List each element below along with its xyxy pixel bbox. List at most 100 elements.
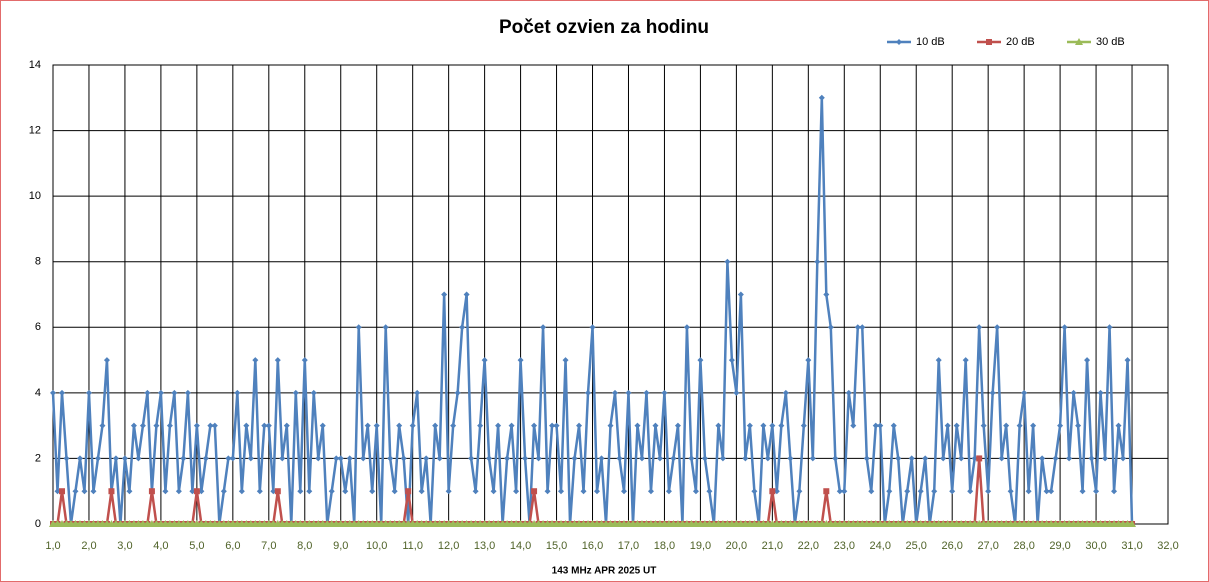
data-point bbox=[1052, 455, 1059, 462]
data-point bbox=[1111, 488, 1118, 495]
x-tick-label: 4,0 bbox=[153, 540, 168, 552]
y-tick-label: 6 bbox=[35, 321, 41, 333]
x-tick-label: 11,0 bbox=[402, 540, 423, 552]
data-point bbox=[1070, 389, 1077, 396]
data-point bbox=[490, 488, 497, 495]
x-tick-label: 20,0 bbox=[726, 540, 747, 552]
data-point bbox=[238, 488, 245, 495]
data-point bbox=[895, 455, 902, 462]
data-point bbox=[809, 455, 816, 462]
data-point bbox=[225, 455, 232, 462]
data-point bbox=[468, 455, 475, 462]
y-tick-label: 14 bbox=[29, 59, 41, 71]
data-point bbox=[688, 455, 695, 462]
y-tick-label: 2 bbox=[35, 452, 41, 464]
x-tick-label: 32,0 bbox=[1157, 540, 1178, 552]
data-point bbox=[967, 488, 974, 495]
data-point bbox=[670, 455, 677, 462]
data-point bbox=[778, 422, 785, 429]
legend-marker bbox=[1075, 38, 1083, 45]
data-point bbox=[252, 357, 259, 364]
data-point bbox=[805, 357, 812, 364]
data-point bbox=[297, 488, 304, 495]
x-tick-label: 24,0 bbox=[870, 540, 891, 552]
x-tick-label: 29,0 bbox=[1049, 540, 1070, 552]
data-point bbox=[836, 488, 843, 495]
y-tick-label: 8 bbox=[35, 256, 41, 268]
data-point bbox=[1088, 455, 1095, 462]
data-point bbox=[697, 357, 704, 364]
data-point bbox=[180, 455, 187, 462]
data-point bbox=[742, 455, 749, 462]
data-point bbox=[589, 324, 596, 331]
x-tick-label: 1,0 bbox=[45, 540, 60, 552]
x-tick-label: 26,0 bbox=[941, 540, 962, 552]
data-point bbox=[922, 455, 929, 462]
data-point bbox=[360, 455, 367, 462]
x-tick-label: 9,0 bbox=[333, 540, 348, 552]
data-point bbox=[76, 455, 83, 462]
x-tick-label: 15,0 bbox=[546, 540, 567, 552]
data-point bbox=[157, 389, 164, 396]
data-point bbox=[81, 488, 88, 495]
data-point bbox=[958, 455, 965, 462]
data-point bbox=[495, 422, 502, 429]
data-point bbox=[171, 389, 178, 396]
x-tick-label: 21,0 bbox=[762, 540, 783, 552]
data-point bbox=[342, 488, 349, 495]
data-point bbox=[827, 324, 834, 331]
data-point bbox=[220, 488, 227, 495]
data-point bbox=[243, 422, 250, 429]
data-point bbox=[103, 357, 110, 364]
data-point bbox=[976, 324, 983, 331]
data-point bbox=[944, 422, 951, 429]
x-axis-label: 143 MHz APR 2025 UT bbox=[552, 566, 657, 577]
data-point bbox=[643, 389, 650, 396]
data-point bbox=[580, 488, 587, 495]
chart-title: Počet ozvien za hodinu bbox=[499, 17, 709, 38]
data-point bbox=[139, 422, 146, 429]
x-tick-label: 17,0 bbox=[618, 540, 639, 552]
data-point bbox=[638, 455, 645, 462]
data-point bbox=[917, 488, 924, 495]
data-point bbox=[337, 455, 344, 462]
data-point bbox=[1066, 455, 1073, 462]
data-point bbox=[616, 455, 623, 462]
data-point bbox=[877, 422, 884, 429]
data-point bbox=[976, 455, 983, 462]
data-point bbox=[396, 422, 403, 429]
data-point bbox=[481, 357, 488, 364]
data-point bbox=[571, 455, 578, 462]
data-point bbox=[886, 488, 893, 495]
data-point bbox=[746, 422, 753, 429]
data-point bbox=[121, 455, 128, 462]
data-point bbox=[108, 488, 115, 495]
data-point bbox=[598, 455, 605, 462]
data-point bbox=[796, 488, 803, 495]
data-point bbox=[436, 455, 443, 462]
data-point bbox=[1043, 488, 1050, 495]
data-point bbox=[647, 488, 654, 495]
data-point bbox=[166, 422, 173, 429]
data-point bbox=[585, 389, 592, 396]
data-point bbox=[234, 389, 241, 396]
data-point bbox=[553, 422, 560, 429]
x-tick-label: 8,0 bbox=[297, 540, 312, 552]
data-point bbox=[890, 422, 897, 429]
data-point bbox=[261, 422, 268, 429]
x-tick-label: 23,0 bbox=[834, 540, 855, 552]
data-point bbox=[279, 455, 286, 462]
data-point bbox=[130, 422, 137, 429]
legend-label: 20 dB bbox=[1006, 36, 1035, 48]
data-point bbox=[652, 422, 659, 429]
data-point bbox=[1039, 455, 1046, 462]
data-point bbox=[58, 389, 65, 396]
x-tick-label: 25,0 bbox=[906, 540, 927, 552]
data-point bbox=[859, 324, 866, 331]
data-point bbox=[1115, 422, 1122, 429]
x-tick-label: 16,0 bbox=[582, 540, 603, 552]
data-point bbox=[656, 455, 663, 462]
data-point bbox=[1097, 389, 1104, 396]
data-point bbox=[508, 422, 515, 429]
data-point bbox=[787, 455, 794, 462]
